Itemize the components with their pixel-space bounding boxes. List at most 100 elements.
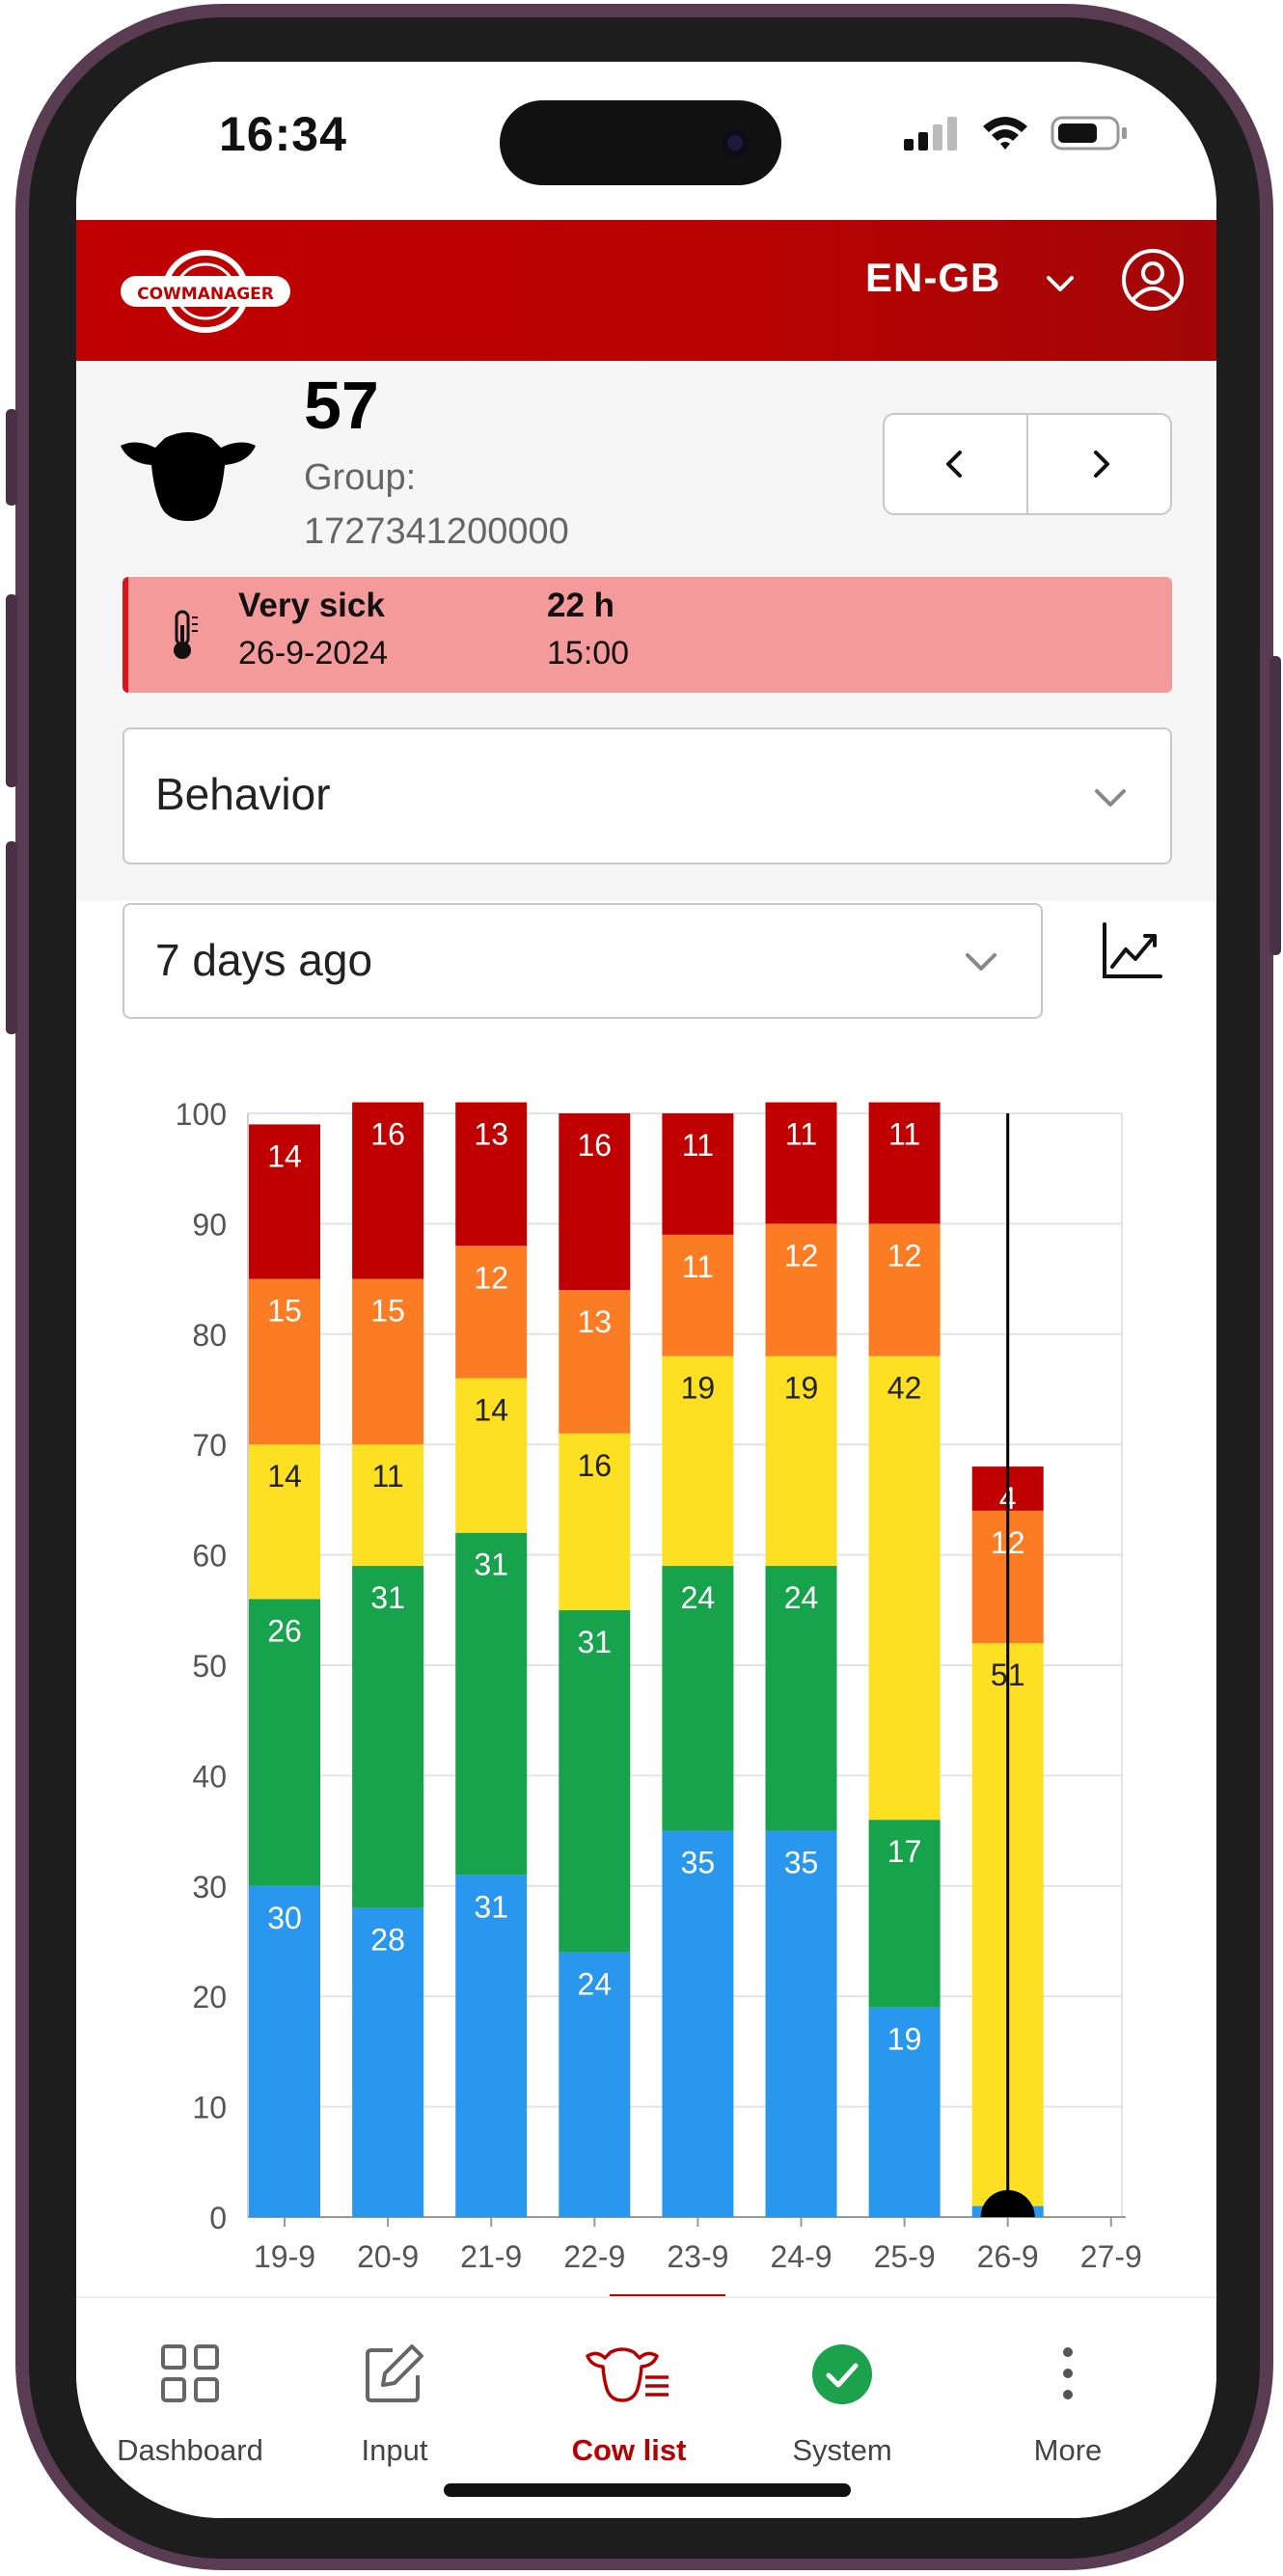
x-tick-label: 25-9 — [874, 2239, 936, 2274]
side-button-power — [1269, 656, 1281, 955]
range-select[interactable]: 7 days ago — [123, 903, 1043, 1019]
current-day-marker-handle — [980, 2190, 1035, 2217]
bar-segment — [249, 1278, 320, 1445]
app-header: COWMANAGER EN-GB — [76, 220, 1216, 361]
nav-label: Input — [361, 2433, 428, 2467]
data-label: 42 — [887, 1371, 922, 1406]
y-tick-label: 80 — [192, 1318, 227, 1353]
edit-icon — [366, 2344, 423, 2402]
bar-segment — [559, 1433, 631, 1610]
data-label: 26 — [267, 1613, 302, 1648]
bar-segment — [455, 1102, 528, 1247]
data-label: 24 — [681, 1580, 716, 1615]
category-select[interactable]: Behavior — [123, 727, 1172, 864]
previous-cow-button[interactable] — [885, 415, 1026, 513]
data-label: 11 — [682, 1128, 714, 1163]
x-tick-label: 26-9 — [977, 2239, 1039, 2274]
bar-segment — [559, 1609, 631, 1953]
screen: 16:34 COWMANAG — [76, 62, 1216, 2518]
line-chart-icon[interactable] — [1099, 920, 1164, 982]
bar-segment — [662, 1356, 734, 1567]
data-label: 16 — [370, 1117, 405, 1152]
x-tick-label: 23-9 — [667, 2239, 728, 2274]
alert-date: 26-9-2024 — [238, 635, 389, 671]
next-cow-button[interactable] — [1026, 415, 1170, 513]
data-label: 30 — [267, 1901, 302, 1935]
alert-status: Very sick — [238, 587, 385, 624]
category-select-value: Behavior — [155, 769, 331, 819]
bar-segment — [662, 1234, 734, 1357]
nav-dashboard[interactable]: Dashboard — [76, 2298, 304, 2518]
data-label: 19 — [887, 2022, 922, 2057]
y-tick-label: 30 — [192, 1870, 227, 1905]
bar-segment — [559, 1113, 631, 1291]
bar-segment — [352, 1907, 424, 2217]
data-label: 11 — [682, 1249, 714, 1284]
data-label: 31 — [370, 1580, 405, 1615]
alert-time: 15:00 — [547, 635, 630, 671]
bar-segment — [868, 2007, 941, 2217]
data-label: 14 — [267, 1459, 302, 1494]
alert-duration: 22 h — [547, 587, 615, 624]
y-tick-label: 90 — [192, 1207, 227, 1242]
data-label: 11 — [888, 1117, 920, 1152]
battery-icon — [1051, 116, 1127, 151]
y-tick-label: 10 — [192, 2091, 227, 2125]
x-tick-label: 27-9 — [1080, 2239, 1142, 2274]
data-label: 14 — [474, 1393, 508, 1428]
user-icon[interactable] — [1118, 245, 1187, 315]
data-label: 31 — [578, 1625, 613, 1659]
chevron-down-icon[interactable] — [1041, 264, 1079, 303]
cow-id: 57 — [304, 368, 379, 443]
nav-more[interactable]: More — [954, 2298, 1182, 2518]
bar-segment — [868, 1223, 941, 1357]
bar-segment — [352, 1444, 424, 1567]
group-value: 1727341200000 — [304, 511, 569, 552]
chevron-right-icon — [1093, 451, 1109, 478]
nav-cow-list[interactable]: Cow list — [515, 2298, 743, 2518]
data-label: 24 — [784, 1580, 819, 1615]
dynamic-island — [500, 100, 781, 185]
camera-icon — [722, 129, 749, 156]
data-label: 12 — [887, 1238, 922, 1273]
status-time: 16:34 — [219, 107, 347, 161]
x-tick-label: 21-9 — [460, 2239, 522, 2274]
health-alert[interactable]: Very sick 26-9-2024 22 h 15:00 — [123, 577, 1172, 693]
bar-segment — [249, 1885, 320, 2217]
bar-segment — [352, 1278, 424, 1445]
home-indicator[interactable] — [444, 2483, 851, 2497]
bar-segment — [662, 1830, 734, 2217]
bar-segment — [249, 1124, 320, 1279]
bottom-nav: Dashboard Input Cow list — [76, 2296, 1216, 2518]
x-tick-label: 22-9 — [563, 2239, 625, 2274]
bar-segment — [765, 1102, 837, 1224]
bar-segment — [455, 1532, 528, 1876]
data-label: 28 — [370, 1923, 405, 1958]
data-label: 16 — [578, 1128, 613, 1163]
data-label: 35 — [681, 1846, 716, 1880]
cow-info-bar: 57 Group: 1727341200000 — [76, 361, 1216, 573]
bar-segment — [765, 1830, 837, 2217]
y-tick-label: 40 — [192, 1759, 227, 1794]
bar-segment — [455, 1378, 528, 1533]
x-tick-label: 20-9 — [357, 2239, 419, 2274]
y-tick-label: 60 — [192, 1539, 227, 1574]
bar-segment — [455, 1875, 528, 2217]
bar-segment — [249, 1599, 320, 1886]
data-label: 13 — [474, 1117, 508, 1152]
nav-input[interactable]: Input — [281, 2298, 508, 2518]
data-label: 16 — [578, 1448, 613, 1483]
bar-segment — [559, 1952, 631, 2217]
nav-label: Cow list — [571, 2433, 687, 2467]
nav-label: Dashboard — [117, 2433, 263, 2467]
bar-segment — [352, 1102, 424, 1279]
y-tick-label: 100 — [176, 1097, 227, 1132]
nav-system[interactable]: System — [728, 2298, 956, 2518]
y-tick-label: 70 — [192, 1428, 227, 1463]
bar-segment — [455, 1246, 528, 1379]
bar-segment — [765, 1566, 837, 1831]
chevron-left-icon — [945, 451, 962, 478]
language-selector[interactable]: EN-GB — [865, 255, 1001, 300]
cow-list-icon — [586, 2347, 669, 2402]
bar-segment — [765, 1223, 837, 1357]
